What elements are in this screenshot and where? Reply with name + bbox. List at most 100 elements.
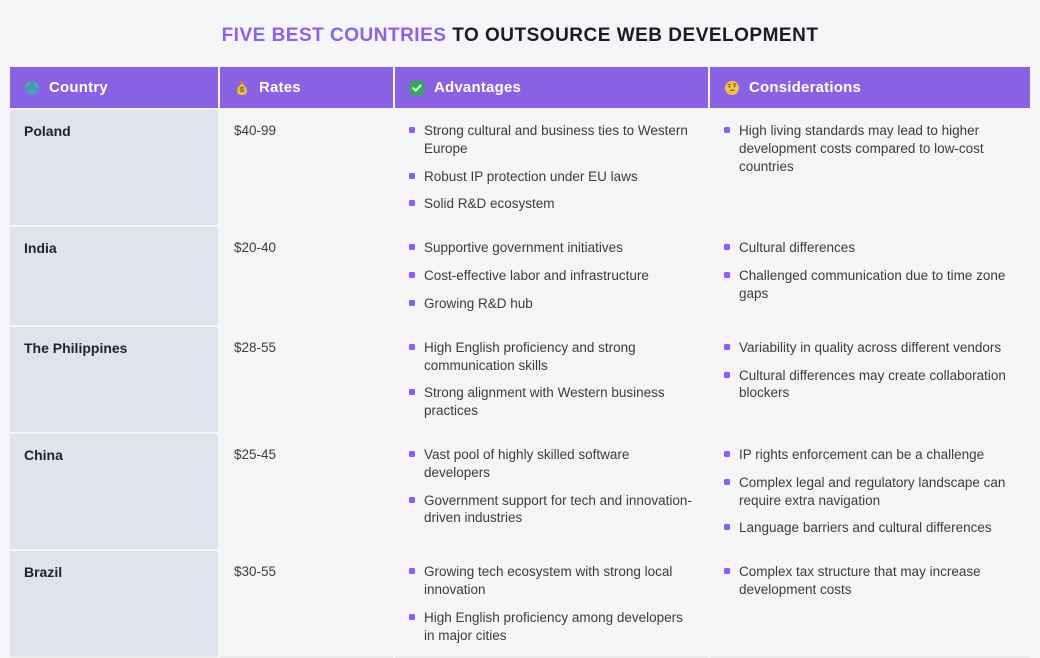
bullet-icon xyxy=(724,371,730,378)
consideration-item-text: Language barriers and cultural differenc… xyxy=(739,520,992,536)
advantage-item: Robust IP protection under EU laws xyxy=(409,168,694,186)
advantage-item-text: High English proficiency and strong comm… xyxy=(424,339,636,373)
consideration-item-text: IP rights enforcement can be a challenge xyxy=(739,446,985,462)
consideration-item: Complex legal and regulatory landscape c… xyxy=(724,474,1016,510)
advantage-item-text: Strong cultural and business ties to Wes… xyxy=(424,123,688,156)
advantages-cell: Supportive government initiatives Cost-ef… xyxy=(395,227,708,325)
page-title-rest: TO OUTSOURCE WEB DEVELOPMENT xyxy=(452,25,819,46)
countries-table: Country $ Rates Advantages Consideration… xyxy=(10,67,1030,658)
table-row: The Philippines $28-55 High English prof… xyxy=(10,326,1030,432)
advantage-item-text: Supportive government initiatives xyxy=(424,240,623,256)
considerations-list: Cultural differences Challenged communica… xyxy=(724,239,1016,302)
consideration-item-text: High living standards may lead to higher… xyxy=(739,123,984,174)
consideration-item-text: Cultural differences xyxy=(739,240,856,256)
consideration-item: Complex tax structure that may increase … xyxy=(724,563,1016,599)
consideration-item: Cultural differences xyxy=(724,239,1016,257)
advantages-cell: Growing tech ecosystem with strong local… xyxy=(395,551,708,657)
considerations-list: IP rights enforcement can be a challenge… xyxy=(724,446,1016,537)
bullet-icon xyxy=(409,172,415,179)
bullet-icon xyxy=(724,127,730,133)
column-header-label: Advantages xyxy=(434,79,522,96)
considerations-list: Variability in quality across different … xyxy=(724,339,1016,402)
table-body: Poland $40-99 Strong cultural and busine… xyxy=(10,110,1030,657)
advantage-item: Cost-effective labor and infrastructure xyxy=(409,267,694,285)
country-cell: The Philippines xyxy=(10,326,218,432)
table-row: China $25-45 Vast pool of highly skilled… xyxy=(10,433,1030,550)
advantage-item: Strong alignment with Western business p… xyxy=(409,384,694,420)
advantages-cell: Strong cultural and business ties to Wes… xyxy=(395,110,708,226)
rates-value: $25-45 xyxy=(234,446,277,462)
advantages-list: High English proficiency and strong comm… xyxy=(409,339,694,420)
advantage-item: Government support for tech and innovati… xyxy=(409,492,694,528)
bullet-icon xyxy=(409,389,415,396)
table-row: Brazil $30-55 Growing tech ecosystem wit… xyxy=(10,551,1030,657)
bullet-icon xyxy=(409,299,415,306)
rates-value: $30-55 xyxy=(234,564,277,580)
bullet-icon xyxy=(724,244,730,251)
consideration-item: IP rights enforcement can be a challenge xyxy=(724,446,1016,464)
advantage-item-text: Robust IP protection under EU laws xyxy=(424,168,638,184)
bullet-icon xyxy=(409,200,415,207)
bullet-icon xyxy=(724,450,730,457)
country-name: China xyxy=(24,446,63,463)
bullet-icon xyxy=(724,524,730,531)
table-row: India $20-40 Supportive government initi… xyxy=(10,227,1030,325)
consideration-item: High living standards may lead to higher… xyxy=(724,122,1016,175)
advantage-item-text: Government support for tech and innovati… xyxy=(424,492,692,526)
country-cell: China xyxy=(10,433,218,550)
column-header-considerations: Considerations xyxy=(710,67,1030,108)
bullet-icon xyxy=(409,496,415,503)
rates-cell: $25-45 xyxy=(220,433,393,550)
country-name: India xyxy=(24,240,57,257)
bullet-icon xyxy=(724,568,730,575)
bullet-icon xyxy=(409,568,415,575)
considerations-cell: Complex tax structure that may increase … xyxy=(710,551,1030,657)
country-cell: Poland xyxy=(10,110,218,226)
bullet-icon xyxy=(409,244,415,251)
advantage-item-text: Growing tech ecosystem with strong local… xyxy=(424,564,673,597)
advantage-item: High English proficiency among developer… xyxy=(409,609,694,645)
consideration-item: Language barriers and cultural differenc… xyxy=(724,519,1016,537)
rates-cell: $28-55 xyxy=(220,326,393,432)
check-mark-icon xyxy=(409,80,425,96)
bullet-icon xyxy=(409,450,415,457)
bullet-icon xyxy=(409,343,415,350)
advantages-list: Vast pool of highly skilled software dev… xyxy=(409,446,694,527)
bullet-icon xyxy=(724,343,730,350)
country-cell: India xyxy=(10,227,218,325)
bullet-icon xyxy=(724,272,730,279)
rates-value: $40-99 xyxy=(234,123,277,138)
column-header-label: Considerations xyxy=(749,79,861,96)
consideration-item-text: Complex legal and regulatory landscape c… xyxy=(739,474,1006,508)
advantage-item-text: Strong alignment with Western business p… xyxy=(424,385,665,419)
advantage-item: Growing R&D hub xyxy=(409,295,694,313)
consideration-item: Cultural differences may create collabor… xyxy=(724,367,1016,403)
page-title: FIVE BEST COUNTRIES TO OUTSOURCE WEB DEV… xyxy=(0,0,1040,47)
advantage-item: Solid R&D ecosystem xyxy=(409,195,694,213)
rates-value: $20-40 xyxy=(234,240,277,256)
consideration-item-text: Cultural differences may create collabor… xyxy=(739,367,1006,401)
advantages-list: Supportive government initiatives Cost-ef… xyxy=(409,239,694,312)
considerations-list: Complex tax structure that may increase … xyxy=(724,563,1016,599)
column-header-label: Country xyxy=(49,79,108,96)
column-header-advantages: Advantages xyxy=(395,67,708,108)
rates-cell: $40-99 xyxy=(220,110,393,226)
considerations-cell: Cultural differences Challenged communica… xyxy=(710,227,1030,325)
svg-text:$: $ xyxy=(240,85,245,94)
column-header-label: Rates xyxy=(259,79,301,96)
advantage-item: Strong cultural and business ties to Wes… xyxy=(409,122,694,158)
table-row: Poland $40-99 Strong cultural and busine… xyxy=(10,110,1030,226)
country-name: Poland xyxy=(24,123,71,139)
advantage-item: Vast pool of highly skilled software dev… xyxy=(409,446,694,482)
advantage-item-text: Vast pool of highly skilled software dev… xyxy=(424,446,630,480)
advantages-cell: High English proficiency and strong comm… xyxy=(395,326,708,432)
bullet-icon xyxy=(409,613,415,620)
advantage-item: Supportive government initiatives xyxy=(409,239,694,257)
page-title-highlight: FIVE BEST COUNTRIES xyxy=(221,25,447,46)
consideration-item: Challenged communication due to time zon… xyxy=(724,267,1016,303)
rates-value: $28-55 xyxy=(234,339,277,355)
advantage-item: High English proficiency and strong comm… xyxy=(409,339,694,375)
advantages-cell: Vast pool of highly skilled software dev… xyxy=(395,433,708,550)
consideration-item-text: Complex tax structure that may increase … xyxy=(739,564,981,597)
advantage-item-text: Growing R&D hub xyxy=(424,295,533,311)
